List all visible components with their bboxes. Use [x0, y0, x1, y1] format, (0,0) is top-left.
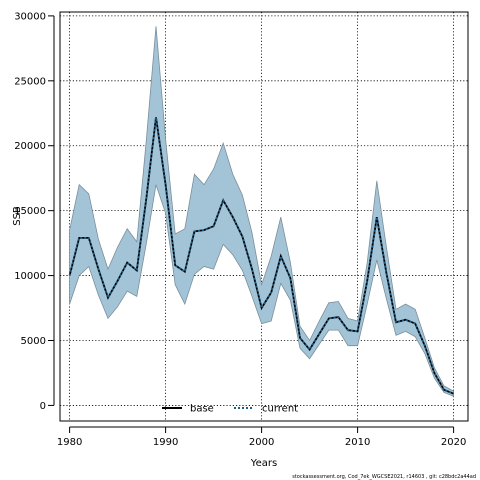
y-axis: 0 5000 10000 15000 20000 25000 30000	[14, 11, 55, 412]
x-axis: 1980 1990 2000 2010 2020	[57, 426, 466, 448]
y-tick-label: 15000	[14, 206, 46, 217]
x-axis-title: Years	[250, 458, 277, 469]
x-tick-label: 1980	[57, 437, 82, 448]
confidence-band	[69, 26, 455, 397]
series-line-current	[68, 117, 454, 395]
x-tick-label: 2010	[345, 437, 370, 448]
footer-note: stockassessment.org, Cod_7ek_WGCSE2021, …	[292, 474, 476, 480]
legend-label-current: current	[262, 404, 298, 415]
confidence-band-area	[69, 26, 455, 397]
x-tick-label: 2000	[249, 437, 274, 448]
grid-lines	[60, 12, 468, 421]
plot-frame	[59, 11, 469, 422]
y-tick-label: 20000	[14, 141, 46, 152]
y-tick-label: 5000	[21, 336, 46, 347]
y-tick-label: 10000	[14, 271, 46, 282]
y-tick-label: 0	[40, 401, 46, 412]
legend: base current	[162, 404, 298, 415]
x-tick-label: 1990	[153, 437, 178, 448]
x-tick-label: 2020	[441, 437, 466, 448]
y-axis-title: SSB	[12, 206, 23, 226]
y-tick-label: 25000	[14, 76, 46, 87]
legend-label-base: base	[190, 404, 214, 415]
series-lines	[68, 117, 454, 395]
y-tick-label: 30000	[14, 11, 46, 22]
